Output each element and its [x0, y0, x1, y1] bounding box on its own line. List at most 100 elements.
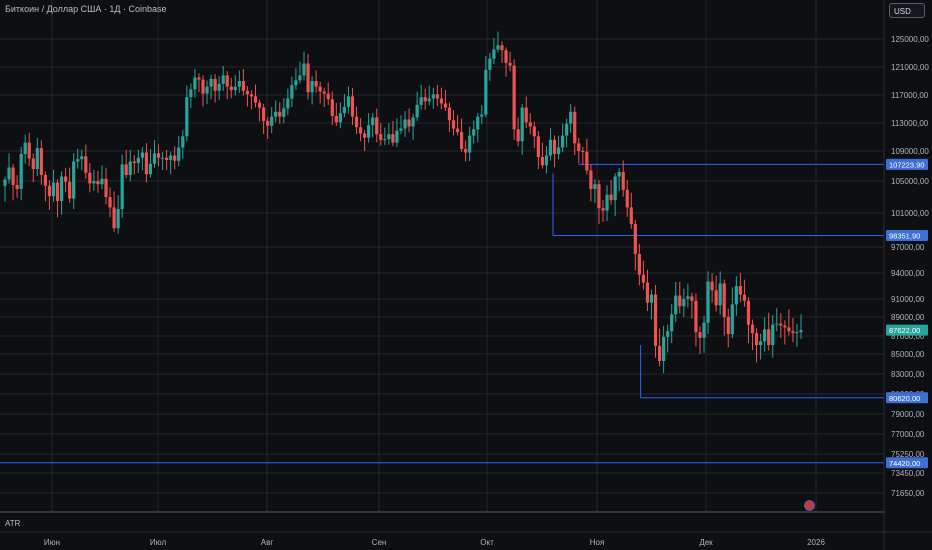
candle-body: [443, 103, 448, 108]
time-tick-label: Авг: [261, 538, 274, 547]
candle-body: [144, 152, 149, 175]
candle-body: [746, 300, 751, 325]
candle-body: [363, 133, 367, 138]
price-axis[interactable]: 125000,00 121000,00 117000,00 113000,00 1090…: [891, 35, 929, 498]
candle-body: [532, 126, 536, 137]
candle-body: [666, 331, 670, 337]
time-tick-label: Окт: [480, 538, 494, 547]
last-price-badge: [886, 324, 928, 336]
candle-body: [68, 181, 72, 199]
time-tick-label: Июн: [44, 538, 60, 547]
candle-body: [367, 125, 371, 138]
candle-body: [165, 157, 169, 160]
candle-body: [274, 111, 278, 117]
level-price-badge: [886, 392, 928, 404]
candle-body: [177, 147, 181, 161]
candle-body: [641, 274, 646, 283]
level-price-badge: [886, 158, 928, 170]
candle-body: [585, 151, 589, 171]
candle-body: [197, 77, 201, 80]
candle-body: [318, 86, 322, 92]
candle-body: [306, 63, 310, 93]
candle-body: [508, 62, 512, 66]
candle-body: [411, 117, 415, 127]
price-tick-label: 105000,00: [891, 177, 929, 186]
flag-icon[interactable]: [804, 500, 815, 511]
candle-body: [573, 111, 577, 144]
price-tick-label: 91000,00: [891, 295, 925, 304]
candle-body: [605, 194, 609, 211]
candle-body: [270, 116, 274, 126]
candle-body: [148, 163, 153, 175]
candle-body: [528, 122, 532, 127]
time-axis[interactable]: Июн Июл Авг Сен Окт Ноя Дек 2026: [44, 538, 826, 547]
candle-body: [15, 185, 19, 189]
candle-body: [371, 117, 375, 126]
candle-body: [459, 132, 464, 149]
price-tick-label: 89000,00: [891, 313, 925, 322]
candle-body: [561, 135, 565, 148]
candle-body: [407, 119, 411, 127]
candle-body: [662, 336, 666, 361]
candle-body: [657, 345, 662, 361]
candle-body: [330, 99, 334, 116]
candle-body: [783, 325, 787, 328]
candle-body: [120, 164, 124, 209]
candle-body: [47, 185, 52, 197]
candle-body: [11, 167, 15, 185]
candle-body: [169, 155, 173, 160]
candle-body: [237, 81, 241, 87]
price-tick-label: 97000,00: [891, 243, 925, 252]
candle-body: [92, 181, 96, 184]
candle-body: [298, 75, 302, 81]
candle-body: [613, 176, 617, 201]
candle-body: [104, 178, 108, 197]
candle-body: [84, 156, 88, 173]
candle-body: [706, 281, 710, 323]
candle-body: [209, 78, 213, 87]
candle-body: [282, 108, 286, 117]
candle-body: [754, 333, 759, 345]
price-tick-label: 117000,00: [891, 91, 929, 100]
candle-body: [221, 75, 225, 84]
candle-body: [569, 111, 573, 124]
price-tick-label: 79000,00: [891, 410, 925, 419]
level-price-label: 74420,00: [889, 459, 920, 468]
price-tick-label: 85000,00: [891, 350, 925, 359]
candle-body: [140, 152, 144, 158]
candle-body: [520, 107, 524, 142]
candle-body: [524, 107, 528, 123]
candle-body: [403, 119, 407, 129]
candle-body: [758, 341, 763, 345]
candle-body: [698, 332, 702, 338]
candle-body: [488, 58, 492, 70]
candle-body: [136, 157, 140, 163]
candle-body: [35, 148, 39, 169]
candle-body: [55, 182, 60, 201]
price-tick-label: 109000,00: [891, 147, 929, 156]
candle-body: [19, 154, 23, 189]
candle-body: [128, 161, 132, 175]
candle-body: [577, 143, 581, 151]
candle-body: [500, 45, 504, 51]
candle-body: [249, 94, 254, 97]
candle-body: [241, 81, 245, 91]
candle-body: [395, 130, 399, 143]
candle-body: [310, 81, 314, 93]
candle-body: [96, 181, 100, 185]
currency-button[interactable]: USD: [889, 3, 925, 18]
candle-body: [718, 283, 722, 306]
candle-body: [637, 253, 641, 275]
price-tick-label: 71650,00: [891, 489, 925, 498]
candle-body: [451, 120, 456, 129]
candle-body: [51, 182, 56, 197]
atr-indicator-label[interactable]: ATR: [5, 519, 21, 528]
candle-body: [492, 49, 496, 59]
candle-body: [76, 159, 80, 162]
candle-body: [516, 129, 520, 142]
candle-body: [266, 120, 270, 126]
candle-body: [556, 147, 561, 154]
candle-body: [346, 96, 351, 107]
candle-body: [795, 332, 799, 334]
